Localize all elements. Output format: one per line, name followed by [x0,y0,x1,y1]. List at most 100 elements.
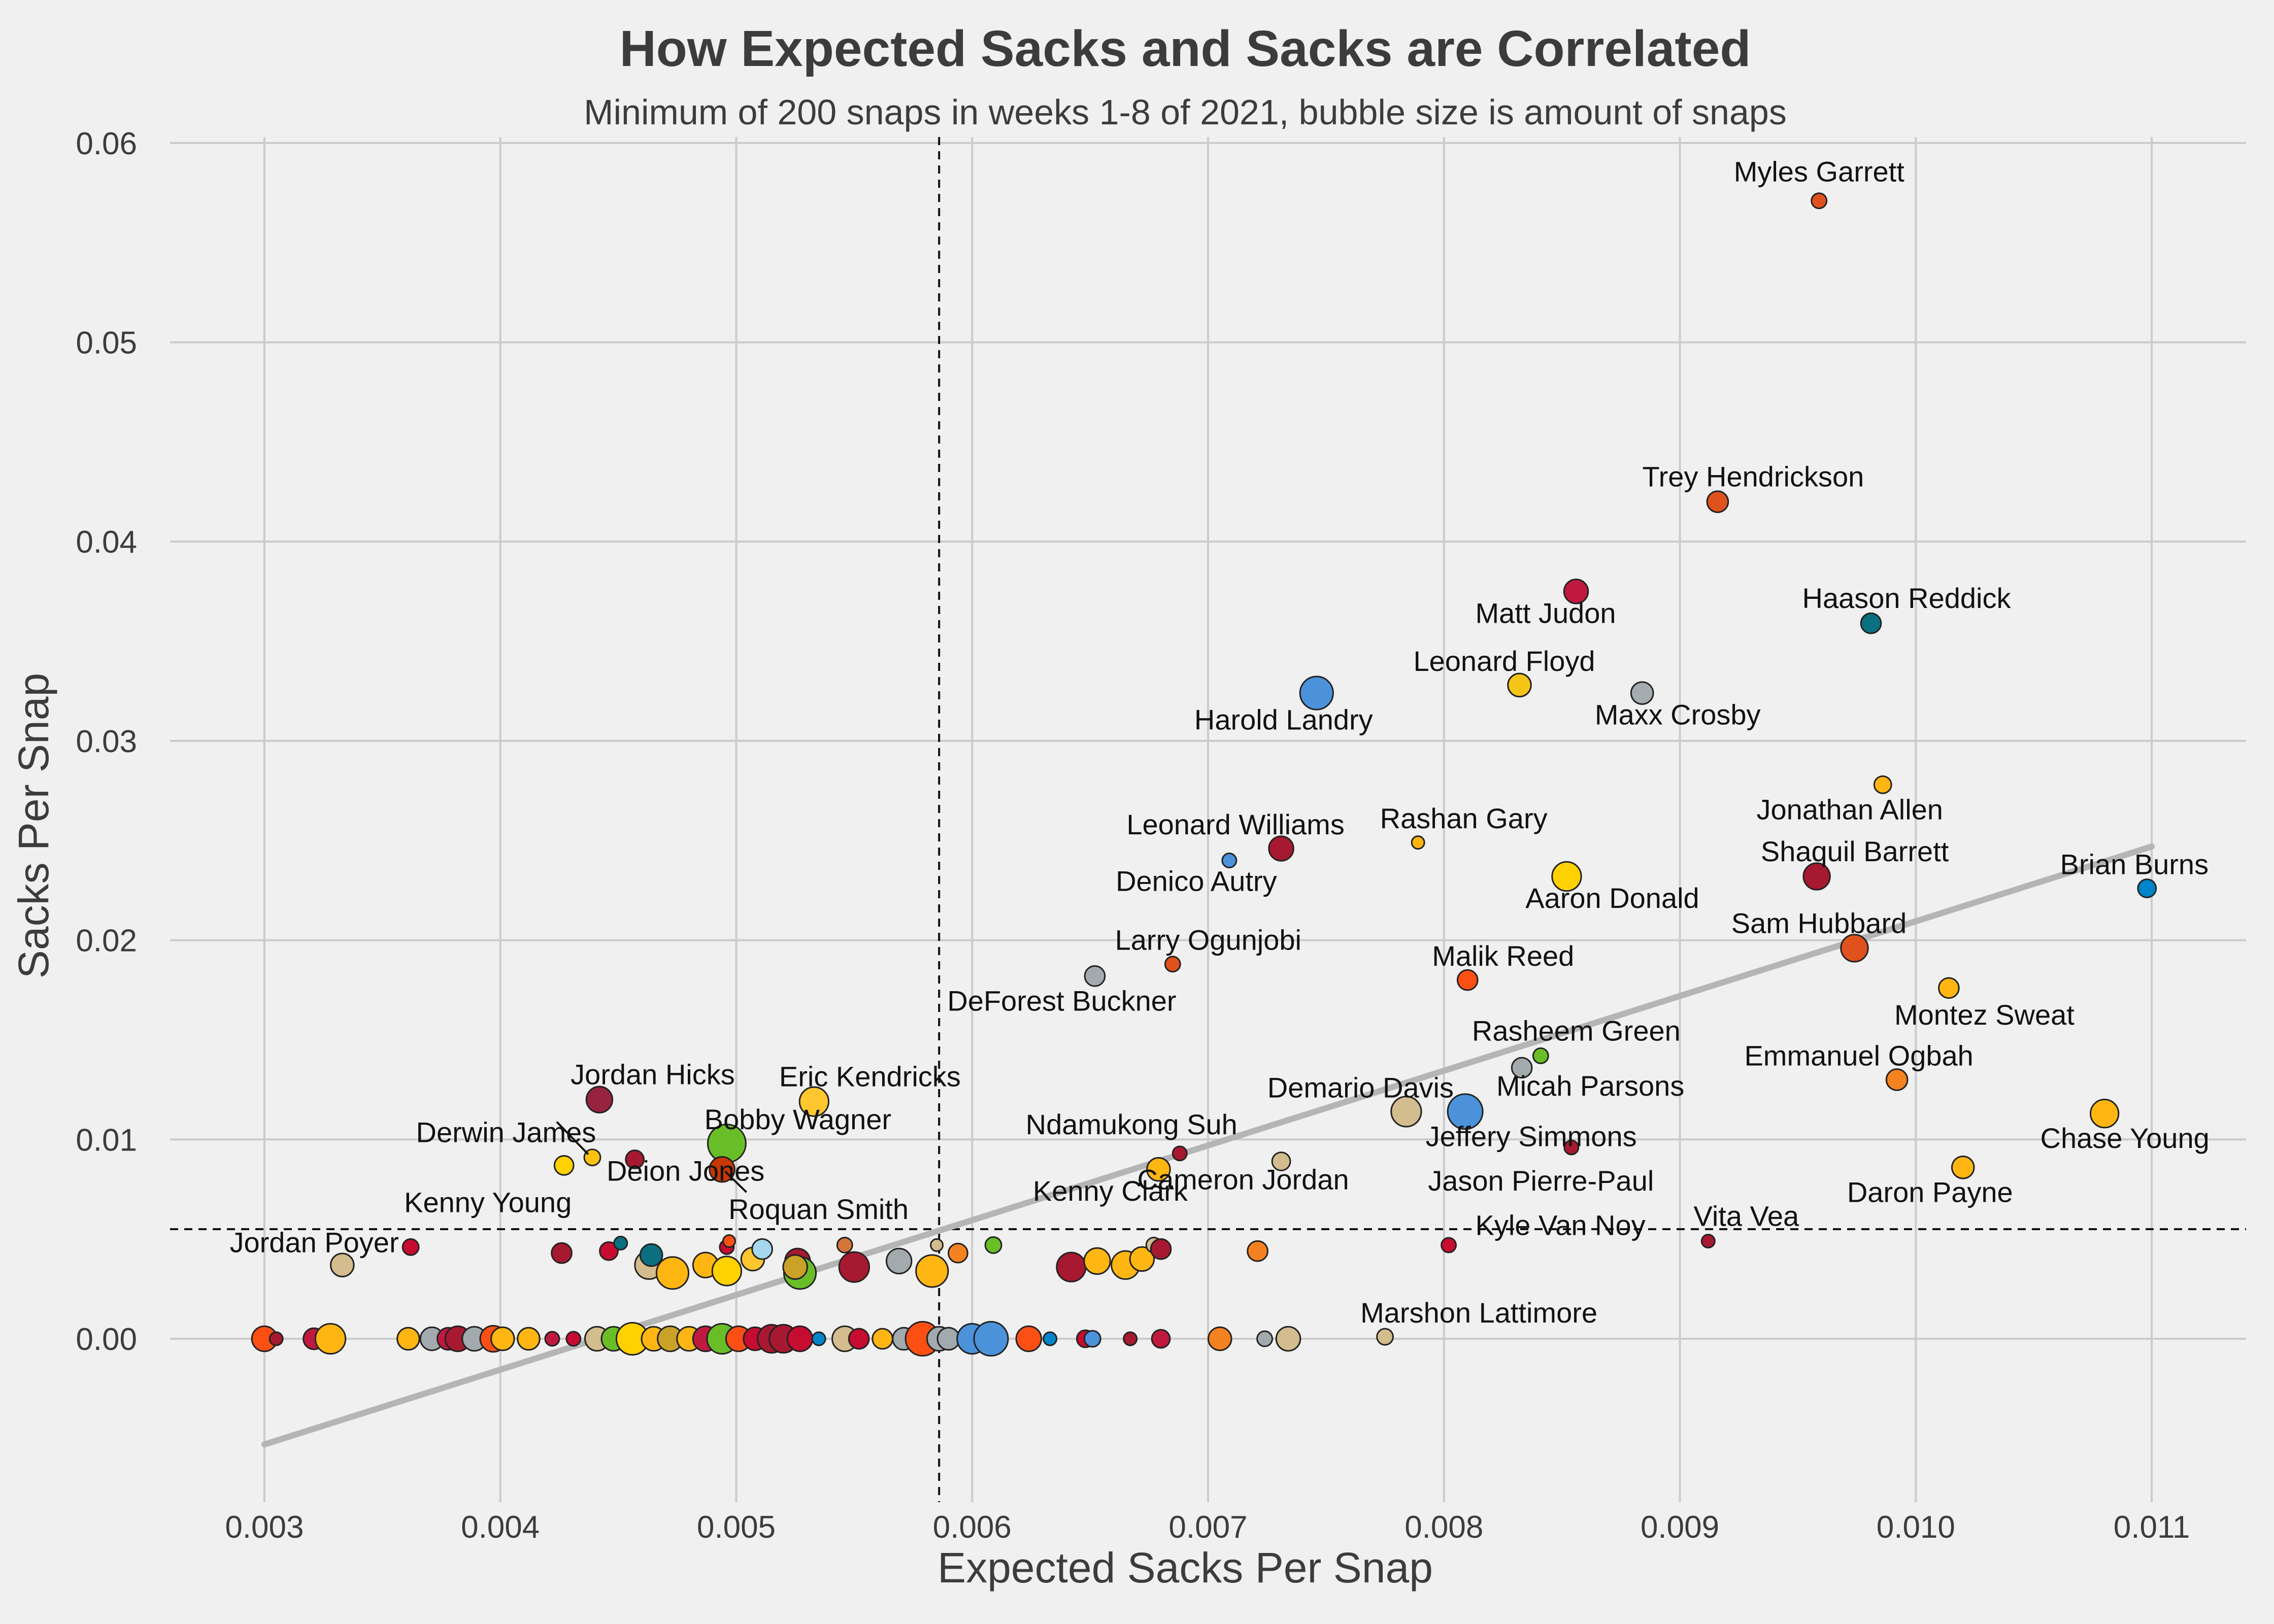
data-point [1043,1331,1058,1346]
point-label: Jordan Hicks [571,1059,735,1091]
data-point [1056,1251,1087,1282]
data-point [1015,1325,1043,1352]
label-leader-line [724,1170,747,1193]
data-point [1083,1330,1101,1348]
data-point [517,1327,541,1351]
data-point [798,1086,829,1117]
data-point [872,1328,893,1350]
data-point [1551,861,1582,892]
point-label: Vita Vea [1694,1200,1799,1232]
data-point [1275,1326,1301,1352]
y-axis-label: Sacks Per Snap [10,673,57,978]
point-label: Roquan Smith [728,1193,909,1225]
point-label: Leonard Floyd [1413,645,1595,677]
data-point [722,1234,737,1248]
label-leader-line [556,1121,589,1156]
data-point [1563,579,1589,604]
tick-labels: 0.003 0.004 0.005 0.006 0.007 0.008 0.009 0.010… [76,126,2190,1545]
data-point [599,1241,619,1261]
data-point [551,1242,573,1264]
data-point [1129,1246,1155,1272]
data-point [2137,878,2157,898]
y-tick-label: 0.01 [76,1123,137,1158]
data-point [1411,835,1425,850]
y-tick-label: 0.06 [76,126,137,161]
data-point [1563,1139,1580,1156]
point-label: Eric Kendricks [779,1061,961,1093]
data-point [1441,1237,1457,1254]
y-tick-label: 0.05 [76,325,137,360]
data-point [490,1326,515,1351]
data-point [1456,969,1479,991]
data-point [1172,1145,1188,1162]
trend-line-group [261,843,2155,1448]
point-label: Matt Judon [1476,597,1616,629]
point-label: Malik Reed [1432,940,1574,972]
data-point [585,1086,614,1113]
data-point [1802,862,1831,891]
point-label: Kenny Clark [1033,1175,1188,1207]
point-label: Kyle Van Noy [1476,1209,1646,1241]
data-point [937,1327,961,1351]
point-label: Ndamukong Suh [1026,1108,1238,1140]
data-point [1840,934,1869,963]
data-point [751,1238,773,1260]
data-point [1532,1047,1549,1064]
point-label: Myles Garrett [1734,156,1904,188]
point-label: Chase Young [2041,1122,2210,1154]
point-label: Demario Davis [1267,1071,1454,1103]
data-point [1268,835,1294,862]
point-label: Bobby Wagner [705,1103,891,1135]
data-point [613,1236,628,1250]
point-label: Rashan Gary [1380,802,1548,834]
y-tick-label: 0.00 [76,1322,137,1357]
point-label: Jason Pierre-Paul [1428,1165,1654,1197]
data-point [1873,775,1892,794]
data-point [1376,1328,1394,1346]
x-tick-label: 0.009 [1641,1510,1719,1545]
data-point [639,1243,663,1267]
point-label: Jonathan Allen [1757,793,1943,825]
data-point [1207,1326,1232,1351]
point-label: Leonard Williams [1126,808,1345,840]
data-point [1299,675,1334,710]
y-tick-label: 0.02 [76,924,137,959]
x-tick-label: 0.011 [2114,1510,2190,1545]
data-point [1860,612,1882,634]
data-point [1507,672,1532,698]
data-point [782,1254,808,1280]
data-point [1247,1240,1268,1262]
data-point [836,1236,853,1254]
data-point [1151,1329,1171,1349]
x-tick-label: 0.010 [1877,1510,1955,1545]
data-point [1084,965,1106,987]
point-labels: Myles Garrett Trey Hendrickson Haason Redd… [230,156,2210,1329]
data-point [848,1328,870,1350]
point-label: DeForest Buckner [947,985,1176,1017]
data-point [1150,1238,1172,1260]
data-point [1447,1093,1484,1130]
data-point [1700,1234,1716,1249]
data-point [711,1256,743,1287]
data-point [2089,1099,2120,1129]
data-point [1271,1152,1291,1171]
data-point [402,1238,420,1256]
x-tick-label: 0.003 [225,1510,304,1545]
data-point [314,1323,347,1355]
data-point [655,1256,690,1290]
point-label: Brian Burns [2060,848,2209,880]
data-point [625,1149,645,1169]
data-point [330,1253,355,1277]
data-point [1221,853,1238,868]
x-axis-label: Expected Sacks Per Snap [938,1544,1433,1592]
data-point [1083,1247,1111,1275]
point-label: Montez Sweat [1894,999,2075,1031]
chart-subtitle: Minimum of 200 snaps in weeks 1-8 of 202… [584,92,1787,132]
data-point [1511,1057,1533,1079]
point-label: Micah Parsons [1496,1070,1684,1102]
point-label: Daron Payne [1847,1176,2013,1208]
data-point [984,1236,1002,1254]
point-label: Shaquil Barrett [1761,835,1949,867]
data-point [811,1331,826,1346]
point-label: Maxx Crosby [1595,699,1761,731]
